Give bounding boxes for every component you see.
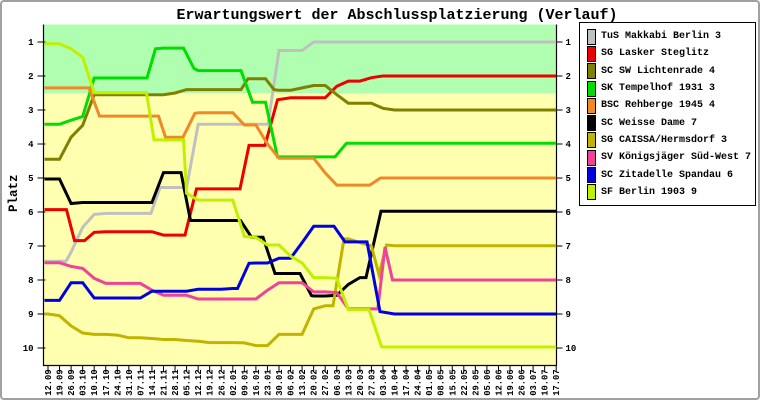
svg-text:19.12: 19.12: [206, 369, 216, 395]
svg-text:8: 8: [566, 276, 571, 286]
svg-text:1: 1: [566, 38, 572, 48]
svg-text:9: 9: [566, 310, 571, 320]
svg-text:6: 6: [566, 208, 571, 218]
svg-text:8: 8: [28, 276, 33, 286]
svg-text:05.12: 05.12: [183, 369, 193, 395]
svg-text:9: 9: [28, 310, 33, 320]
svg-text:10.04: 10.04: [391, 369, 401, 396]
svg-text:7: 7: [566, 242, 571, 252]
svg-text:27.02: 27.02: [321, 369, 331, 395]
svg-text:13.02: 13.02: [298, 369, 308, 395]
svg-text:2: 2: [566, 72, 571, 82]
svg-text:10: 10: [23, 344, 34, 354]
svg-text:24.04: 24.04: [414, 369, 424, 396]
svg-text:12.12: 12.12: [194, 369, 204, 395]
svg-text:4: 4: [28, 140, 34, 150]
svg-text:02.01: 02.01: [229, 369, 239, 395]
svg-text:10.07: 10.07: [541, 369, 551, 395]
svg-text:30.01: 30.01: [275, 369, 285, 395]
svg-text:21.11: 21.11: [160, 369, 170, 395]
svg-text:23.01: 23.01: [263, 369, 273, 395]
svg-text:03.04: 03.04: [379, 369, 389, 396]
svg-text:12.06: 12.06: [494, 369, 504, 395]
svg-text:20.03: 20.03: [356, 369, 366, 395]
svg-text:3: 3: [566, 106, 571, 116]
svg-text:3: 3: [28, 106, 33, 116]
svg-text:17.07: 17.07: [552, 369, 562, 395]
svg-text:17.10: 17.10: [102, 369, 112, 395]
svg-text:31.10: 31.10: [125, 369, 135, 395]
svg-text:10: 10: [566, 344, 577, 354]
svg-text:29.05: 29.05: [471, 369, 481, 395]
svg-text:08.05: 08.05: [437, 369, 447, 395]
svg-text:07.11: 07.11: [136, 369, 146, 395]
svg-text:Platz: Platz: [7, 174, 21, 212]
svg-text:5: 5: [566, 174, 571, 184]
svg-text:1: 1: [28, 38, 34, 48]
svg-text:03.10: 03.10: [79, 369, 89, 395]
svg-text:06.02: 06.02: [287, 369, 297, 395]
svg-text:4: 4: [566, 140, 572, 150]
svg-text:Erwartungswert der Abschlusspl: Erwartungswert der Abschlussplatzierung …: [176, 7, 617, 24]
svg-text:28.11: 28.11: [171, 369, 181, 395]
svg-text:14.11: 14.11: [148, 369, 158, 395]
svg-text:7: 7: [28, 242, 33, 252]
svg-text:26.06: 26.06: [518, 369, 528, 395]
svg-text:01.05: 01.05: [425, 369, 435, 395]
svg-text:16.01: 16.01: [252, 369, 262, 395]
svg-text:03.07: 03.07: [529, 369, 539, 395]
svg-text:2: 2: [28, 72, 33, 82]
svg-text:6: 6: [28, 208, 33, 218]
svg-text:26.12: 26.12: [217, 369, 227, 395]
svg-text:19.06: 19.06: [506, 369, 516, 395]
svg-text:09.01: 09.01: [240, 369, 250, 395]
svg-text:12.09: 12.09: [44, 369, 54, 395]
svg-text:27.03: 27.03: [367, 369, 377, 395]
svg-text:17.04: 17.04: [402, 369, 412, 396]
svg-text:15.05: 15.05: [448, 369, 458, 395]
svg-text:13.03: 13.03: [344, 369, 354, 395]
svg-text:24.10: 24.10: [113, 369, 123, 395]
svg-text:10.10: 10.10: [90, 369, 100, 395]
svg-text:26.09: 26.09: [67, 369, 77, 395]
svg-text:20.02: 20.02: [310, 369, 320, 395]
svg-text:05.06: 05.06: [483, 369, 493, 395]
svg-text:06.03: 06.03: [333, 369, 343, 395]
svg-text:5: 5: [28, 174, 33, 184]
svg-text:22.05: 22.05: [460, 369, 470, 395]
svg-text:19.09: 19.09: [56, 369, 66, 395]
